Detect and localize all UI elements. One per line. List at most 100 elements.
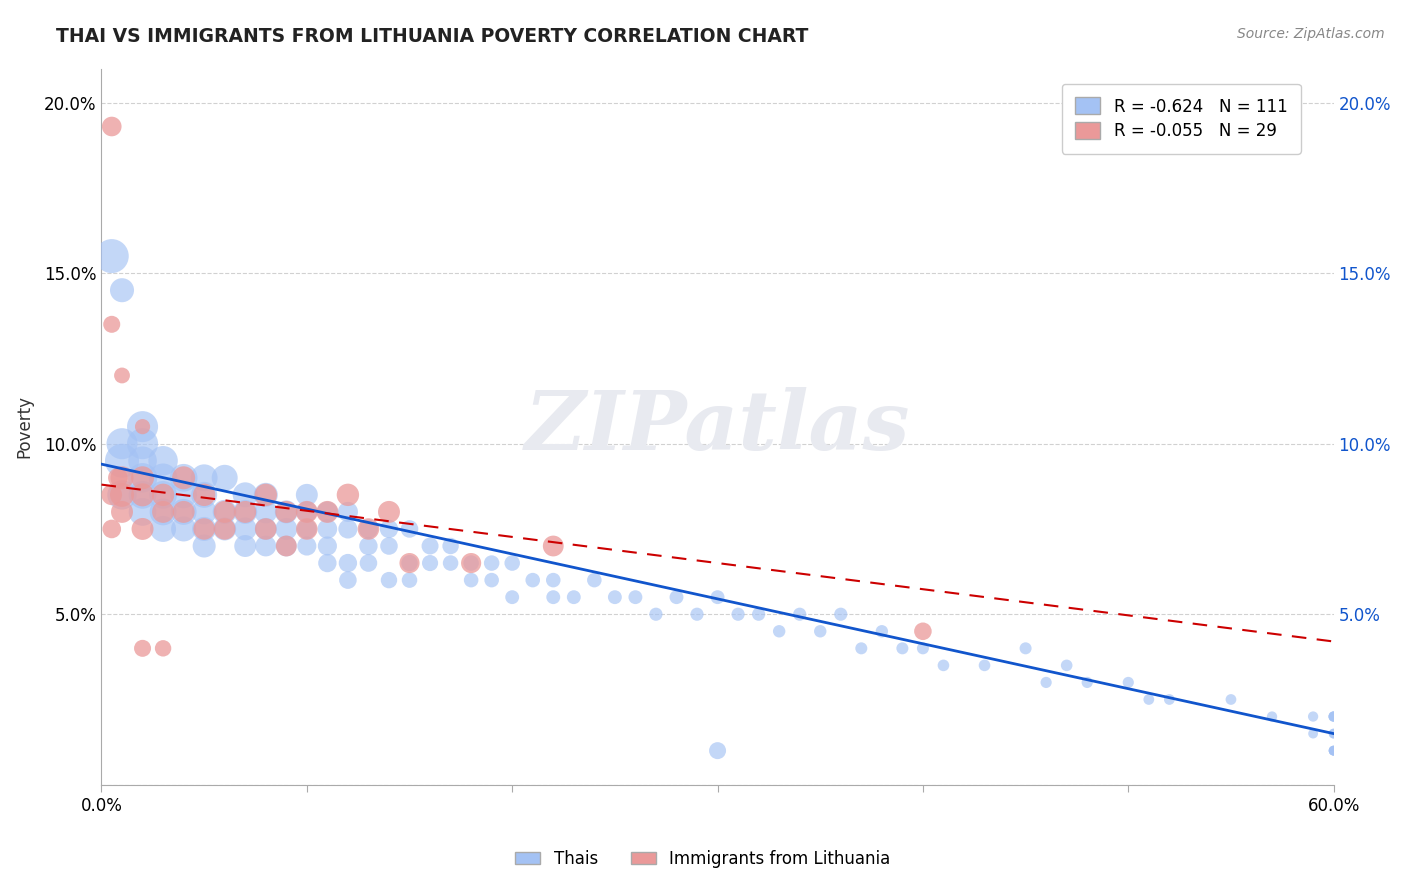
Point xyxy=(131,471,153,485)
Point xyxy=(501,556,523,570)
Point xyxy=(276,505,298,519)
Point xyxy=(152,505,174,519)
Point xyxy=(1323,744,1346,758)
Point xyxy=(1323,726,1346,740)
Point xyxy=(1137,692,1160,706)
Point xyxy=(295,505,318,519)
Point xyxy=(131,436,153,450)
Point xyxy=(111,505,134,519)
Point xyxy=(152,471,174,485)
Point xyxy=(1323,726,1346,740)
Point xyxy=(932,658,955,673)
Point xyxy=(624,590,647,604)
Point xyxy=(1076,675,1098,690)
Point xyxy=(316,522,339,536)
Point xyxy=(276,539,298,553)
Point xyxy=(152,641,174,656)
Point xyxy=(378,539,401,553)
Point xyxy=(131,641,153,656)
Point xyxy=(911,641,934,656)
Point xyxy=(1302,709,1324,723)
Y-axis label: Poverty: Poverty xyxy=(15,395,32,458)
Point xyxy=(193,539,215,553)
Point xyxy=(1323,744,1346,758)
Point xyxy=(100,522,122,536)
Point xyxy=(460,556,482,570)
Point xyxy=(152,522,174,536)
Point xyxy=(316,505,339,519)
Point xyxy=(276,539,298,553)
Point xyxy=(357,539,380,553)
Point xyxy=(131,522,153,536)
Point xyxy=(1014,641,1036,656)
Point xyxy=(830,607,852,622)
Legend: Thais, Immigrants from Lithuania: Thais, Immigrants from Lithuania xyxy=(509,844,897,875)
Point xyxy=(439,539,461,553)
Point xyxy=(276,522,298,536)
Point xyxy=(152,505,174,519)
Text: ZIPatlas: ZIPatlas xyxy=(524,386,910,467)
Point xyxy=(233,522,256,536)
Point xyxy=(1116,675,1139,690)
Point xyxy=(214,471,236,485)
Point xyxy=(789,607,811,622)
Point xyxy=(808,624,831,639)
Point xyxy=(173,505,195,519)
Point xyxy=(1056,658,1078,673)
Point xyxy=(254,522,277,536)
Point xyxy=(870,624,893,639)
Point xyxy=(336,505,359,519)
Point xyxy=(481,573,503,587)
Point xyxy=(706,590,728,604)
Point xyxy=(1323,709,1346,723)
Point xyxy=(748,607,770,622)
Point xyxy=(460,573,482,587)
Point xyxy=(419,556,441,570)
Point xyxy=(131,488,153,502)
Point xyxy=(173,522,195,536)
Point xyxy=(254,488,277,502)
Point xyxy=(131,419,153,434)
Point xyxy=(891,641,914,656)
Point xyxy=(501,590,523,604)
Point xyxy=(131,454,153,468)
Point xyxy=(254,539,277,553)
Point xyxy=(173,488,195,502)
Point xyxy=(645,607,668,622)
Point xyxy=(111,368,134,383)
Point xyxy=(193,505,215,519)
Point xyxy=(522,573,544,587)
Point xyxy=(398,522,420,536)
Point xyxy=(1159,692,1181,706)
Point xyxy=(233,488,256,502)
Point xyxy=(100,488,122,502)
Point xyxy=(357,522,380,536)
Point xyxy=(336,573,359,587)
Point xyxy=(107,471,129,485)
Point xyxy=(233,505,256,519)
Point xyxy=(1220,692,1243,706)
Point xyxy=(173,505,195,519)
Point xyxy=(131,471,153,485)
Point xyxy=(295,522,318,536)
Point xyxy=(111,471,134,485)
Point xyxy=(233,505,256,519)
Point xyxy=(419,539,441,553)
Point xyxy=(214,505,236,519)
Point xyxy=(131,488,153,502)
Point xyxy=(336,488,359,502)
Text: THAI VS IMMIGRANTS FROM LITHUANIA POVERTY CORRELATION CHART: THAI VS IMMIGRANTS FROM LITHUANIA POVERT… xyxy=(56,27,808,45)
Point xyxy=(173,471,195,485)
Point xyxy=(336,556,359,570)
Point xyxy=(543,573,565,587)
Point xyxy=(686,607,709,622)
Point xyxy=(111,436,134,450)
Point xyxy=(111,454,134,468)
Point xyxy=(100,249,122,263)
Point xyxy=(214,505,236,519)
Point xyxy=(111,488,134,502)
Point xyxy=(398,556,420,570)
Point xyxy=(254,522,277,536)
Point xyxy=(295,522,318,536)
Point xyxy=(336,522,359,536)
